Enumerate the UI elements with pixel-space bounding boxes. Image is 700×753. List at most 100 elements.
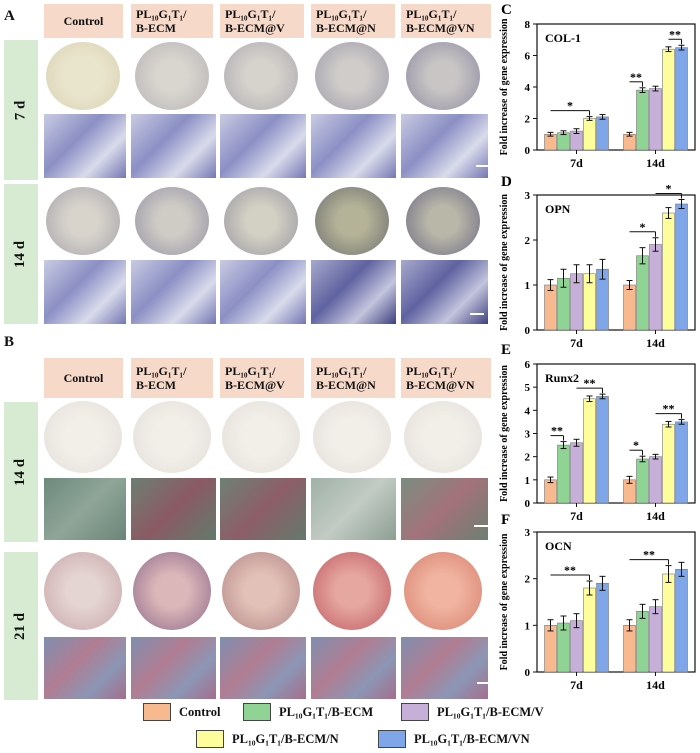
x-tick-label: 7d — [570, 336, 583, 350]
bar — [570, 620, 583, 673]
ars-dish-14d — [222, 401, 300, 473]
x-tick-label: 14d — [646, 509, 665, 523]
x-tick-label: 7d — [570, 678, 583, 692]
ars-dish-14d — [44, 401, 122, 473]
ars-dish-21d — [44, 552, 122, 630]
ars-dish-21d — [222, 552, 300, 630]
y-tick-label: 1 — [525, 620, 531, 632]
chart-e: E 0 1 2 3 4 5 6 Fold increase of gene expression… — [499, 342, 696, 523]
alp-dish-14d — [134, 187, 209, 255]
ars-micrograph-14d — [401, 478, 488, 540]
ars-micrograph-21d — [131, 637, 216, 699]
y-tick-label: 0 — [525, 145, 531, 157]
ars-micrograph-21d — [401, 637, 488, 699]
significance-label: * — [567, 99, 573, 113]
ars-dish-21d — [403, 552, 482, 630]
bar — [623, 625, 636, 673]
panel-b-header-ecm-n: PL₁₀G₁T₁/B-ECM@N — [311, 358, 395, 398]
chart-d: D 0 1 2 3 Fold increase of gene expression OPN… — [499, 174, 696, 350]
chart-c: C 0 2 4 6 8 Fold increase of gene expression CO… — [499, 2, 696, 170]
header-line: B-ECM@VN — [406, 378, 475, 392]
ars-dish-21d — [132, 552, 211, 630]
bar — [675, 421, 688, 504]
y-tick-label: 2 — [525, 452, 531, 464]
chart-title: OCN — [545, 539, 572, 553]
panel-a-header-control: Control — [44, 4, 123, 38]
y-axis-label: Fold increase of gene expression — [499, 533, 510, 670]
legend-swatch — [378, 730, 406, 748]
ars-micrograph-21d — [44, 637, 126, 699]
ars-dish-21d — [312, 552, 391, 630]
alp-micrograph-7d — [131, 114, 216, 178]
header-line: PL₁₀G₁T₁/ — [406, 364, 457, 378]
ars-micrograph-14d — [44, 478, 126, 540]
y-tick-label: 3 — [525, 429, 531, 441]
row-label-text: 14 d — [12, 458, 29, 486]
bar — [623, 284, 636, 331]
significance-label: ** — [669, 27, 681, 41]
legend-label: PL₁₀G₁T₁/B-ECM/VN — [414, 731, 530, 746]
significance-label: ** — [551, 424, 563, 438]
bar — [662, 423, 675, 504]
row-label-text: 21 d — [12, 612, 29, 640]
alp-dish-7d — [134, 42, 209, 110]
scale-bar — [470, 313, 484, 315]
header-line: PL₁₀G₁T₁/ — [316, 364, 367, 378]
alp-micrograph-14d — [311, 260, 396, 324]
panel-a-letter: A — [4, 8, 15, 24]
y-tick-label: 6 — [525, 359, 531, 371]
legend-item-ecm-vn: PL₁₀G₁T₁/B-ECM/VN — [378, 730, 530, 748]
y-axis-label: Fold increase of gene expression — [499, 18, 510, 155]
bar — [662, 212, 675, 331]
panel-a-header-ecm-vn: PL₁₀G₁T₁/B-ECM@VN — [401, 4, 491, 38]
panel-letter: D — [501, 174, 512, 190]
legend-swatch — [243, 703, 271, 721]
bar — [675, 569, 688, 673]
bar — [675, 203, 688, 331]
panel-letter: F — [501, 512, 510, 528]
bar — [583, 398, 596, 504]
header-line: PL₁₀G₁T₁/ — [406, 7, 457, 21]
legend-swatch — [143, 703, 171, 721]
y-tick-label: 0 — [525, 498, 531, 510]
bar — [544, 625, 557, 673]
header-line: B-ECM@V — [225, 378, 285, 392]
bar — [596, 116, 609, 151]
ars-micrograph-14d — [131, 478, 216, 540]
bar — [544, 479, 557, 504]
y-tick-label: 4 — [525, 405, 531, 417]
alp-dish-14d — [314, 187, 389, 255]
bar — [557, 132, 570, 151]
row-label-text: 7 d — [12, 100, 29, 120]
alp-dish-7d — [405, 42, 480, 110]
legend-label: Control — [179, 704, 221, 719]
header-line: PL₁₀G₁T₁/ — [136, 7, 187, 21]
header-line: B-ECM@N — [316, 21, 376, 35]
legend-swatch — [196, 730, 224, 748]
y-tick-label: 0 — [525, 667, 531, 679]
panel-a-header-ecm: PL₁₀G₁T₁/B-ECM — [131, 4, 213, 38]
x-tick-label: 14d — [646, 156, 665, 170]
significance-label: ** — [584, 376, 596, 390]
alp-dish-14d — [224, 187, 298, 255]
legend-item-ecm-v: PL₁₀G₁T₁/B-ECM/V — [401, 703, 544, 721]
legend-item-control: Control — [143, 703, 220, 721]
alp-micrograph-7d — [401, 114, 488, 178]
header-line: B-ECM — [136, 378, 176, 392]
scale-bar — [474, 525, 488, 527]
ars-micrograph-21d — [311, 637, 396, 699]
panel-b-header-ecm-vn: PL₁₀G₁T₁/B-ECM@VN — [401, 358, 491, 398]
panel-a-header-ecm-n: PL₁₀G₁T₁/B-ECM@N — [311, 4, 395, 38]
alp-micrograph-14d — [131, 260, 216, 324]
header-line: B-ECM — [136, 21, 176, 35]
bar — [583, 587, 596, 673]
significance-label: ** — [663, 402, 675, 416]
legend-item-ecm-n: PL₁₀G₁T₁/B-ECM/N — [196, 730, 339, 748]
plot-frame — [536, 194, 696, 331]
bar — [649, 88, 662, 151]
bar — [570, 442, 583, 504]
chart-title: COL-1 — [545, 31, 581, 45]
header-line: B-ECM@VN — [406, 21, 475, 35]
panel-letter: C — [501, 2, 512, 18]
header-line: B-ECM@N — [316, 378, 376, 392]
